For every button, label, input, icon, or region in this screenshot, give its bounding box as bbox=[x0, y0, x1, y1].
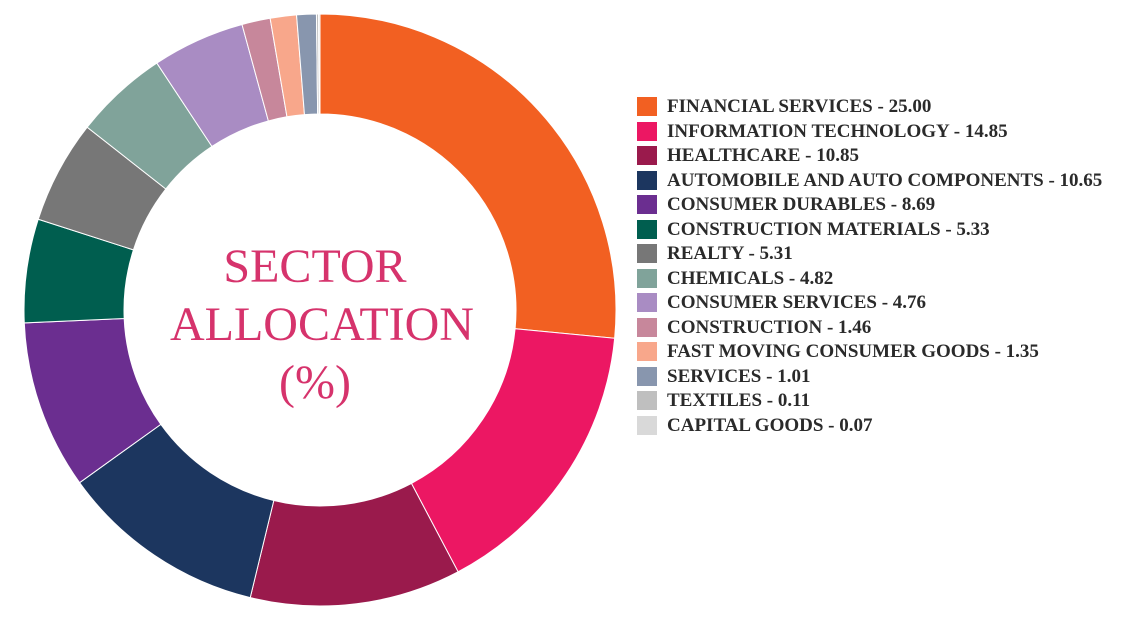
legend-swatch-10 bbox=[637, 342, 657, 361]
legend-item-11: SERVICES - 1.01 bbox=[637, 365, 1132, 390]
legend-label-3: AUTOMOBILE AND AUTO COMPONENTS - 10.65 bbox=[667, 169, 1103, 191]
legend-label-11: SERVICES - 1.01 bbox=[667, 365, 811, 387]
legend-label-2: HEALTHCARE - 10.85 bbox=[667, 145, 859, 166]
legend: FINANCIAL SERVICES - 25.00 INFORMATION TE… bbox=[637, 95, 1132, 438]
legend-label-6: REALTY - 5.31 bbox=[667, 243, 793, 264]
legend-label-1: INFORMATION TECHNOLOGY - 14.85 bbox=[667, 120, 1008, 142]
legend-item-10: FAST MOVING CONSUMER GOODS - 1.35 bbox=[637, 340, 1132, 365]
legend-label-7: CHEMICALS - 4.82 bbox=[667, 267, 834, 289]
legend-item-0: FINANCIAL SERVICES - 25.00 bbox=[637, 95, 1132, 120]
legend-label-4: CONSUMER DURABLES - 8.69 bbox=[667, 194, 936, 215]
legend-item-12: TEXTILES - 0.11 bbox=[637, 389, 1132, 414]
legend-swatch-8 bbox=[637, 293, 657, 312]
chart-title-line-3: (%) bbox=[279, 356, 351, 409]
legend-item-6: REALTY - 5.31 bbox=[637, 242, 1132, 267]
legend-label-5: CONSTRUCTION MATERIALS - 5.33 bbox=[667, 218, 990, 240]
legend-swatch-2 bbox=[637, 146, 657, 165]
legend-item-8: CONSUMER SERVICES - 4.76 bbox=[637, 291, 1132, 316]
legend-item-3: AUTOMOBILE AND AUTO COMPONENTS - 10.65 bbox=[637, 169, 1132, 194]
legend-label-10: FAST MOVING CONSUMER GOODS - 1.35 bbox=[667, 341, 1039, 362]
donut-slice-13 bbox=[318, 13, 321, 115]
legend-label-12: TEXTILES - 0.11 bbox=[667, 390, 811, 411]
legend-label-13: CAPITAL GOODS - 0.07 bbox=[667, 414, 873, 436]
legend-swatch-11 bbox=[637, 366, 657, 386]
legend-item-5: CONSTRUCTION MATERIALS - 5.33 bbox=[637, 218, 1132, 243]
legend-item-7: CHEMICALS - 4.82 bbox=[637, 267, 1132, 292]
legend-swatch-4 bbox=[637, 195, 657, 214]
legend-label-0: FINANCIAL SERVICES - 25.00 bbox=[667, 96, 932, 117]
legend-swatch-1 bbox=[637, 121, 657, 141]
legend-swatch-13 bbox=[637, 415, 657, 435]
legend-item-9: CONSTRUCTION - 1.46 bbox=[637, 316, 1132, 341]
legend-item-1: INFORMATION TECHNOLOGY - 14.85 bbox=[637, 120, 1132, 145]
donut-slice-0 bbox=[319, 13, 617, 339]
donut-chart bbox=[23, 13, 617, 607]
legend-item-2: HEALTHCARE - 10.85 bbox=[637, 144, 1132, 169]
chart-title-line-2: ALLOCATION bbox=[170, 298, 474, 351]
legend-item-13: CAPITAL GOODS - 0.07 bbox=[637, 414, 1132, 439]
chart-title-line-1: SECTOR bbox=[223, 240, 407, 293]
legend-swatch-0 bbox=[637, 97, 657, 116]
legend-item-4: CONSUMER DURABLES - 8.69 bbox=[637, 193, 1132, 218]
legend-swatch-9 bbox=[637, 317, 657, 337]
legend-swatch-7 bbox=[637, 268, 657, 288]
legend-label-9: CONSTRUCTION - 1.46 bbox=[667, 316, 872, 338]
legend-swatch-5 bbox=[637, 219, 657, 239]
legend-swatch-6 bbox=[637, 244, 657, 263]
legend-label-8: CONSUMER SERVICES - 4.76 bbox=[667, 292, 927, 313]
legend-swatch-12 bbox=[637, 391, 657, 410]
chart-title: SECTOR ALLOCATION (%) bbox=[170, 238, 474, 412]
legend-swatch-3 bbox=[637, 170, 657, 190]
